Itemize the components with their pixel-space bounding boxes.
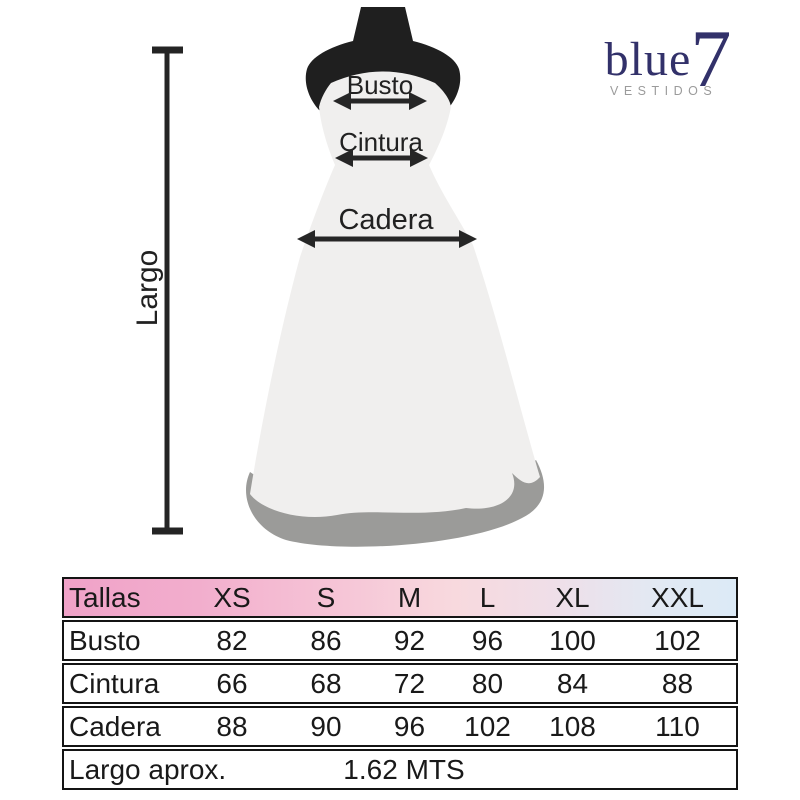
table-header-cell: XXL [651, 581, 704, 613]
table-row-waist: Cintura 66 68 72 80 84 88 [62, 663, 738, 704]
table-cell: 96 [393, 710, 426, 742]
waist-label: Cintura [339, 127, 423, 157]
table-header-cell: XS [213, 581, 251, 613]
dress-shape [250, 71, 540, 518]
table-cell: 100 [549, 624, 596, 656]
hip-label: Cadera [338, 204, 434, 236]
table-cell: 86 [310, 624, 342, 656]
table-footer-value: 1.62 MTS [343, 753, 465, 785]
table-cell: 90 [310, 710, 342, 742]
table-cell: 108 [549, 710, 596, 742]
table-cell: 110 [655, 710, 700, 742]
length-label: Largo [131, 250, 164, 327]
brand-logo: blue 7 VESTIDOS [596, 18, 740, 100]
table-cell: 102 [464, 710, 511, 742]
table-header-cell: XL [555, 581, 590, 613]
table-row-length: Largo aprox. 1.62 MTS [62, 749, 738, 790]
bust-arrow [333, 92, 427, 110]
table-cell: 82 [216, 624, 248, 656]
table-cell: 80 [471, 667, 504, 699]
length-measure-line [152, 46, 183, 535]
dress-measurement-diagram: Largo Busto Cintura Cadera [131, 7, 545, 547]
logo-seven-digit: 7 [690, 13, 732, 104]
table-cell: 102 [654, 624, 701, 656]
table-cell: 88 [661, 667, 694, 699]
table-cell: 72 [393, 667, 426, 699]
size-table-header-row: Tallas XS S M L XL XXL [62, 577, 738, 618]
size-table: Tallas XS S M L XL XXL Busto 82 86 92 96… [62, 577, 738, 792]
table-header-cell: M [397, 581, 422, 613]
table-cell: 68 [310, 667, 342, 699]
table-cell: 96 [471, 624, 504, 656]
table-cell: 92 [393, 624, 426, 656]
table-row-label: Cintura [69, 667, 160, 699]
table-cell: 66 [216, 667, 248, 699]
logo-subtitle: VESTIDOS [610, 84, 718, 98]
table-footer-label: Largo aprox. [69, 753, 227, 785]
table-row-bust: Busto 82 86 92 96 100 102 [62, 620, 738, 661]
table-header-cell: Tallas [69, 581, 141, 613]
table-row-label: Cadera [69, 710, 161, 742]
logo-wordmark: blue [604, 33, 692, 86]
table-row-label: Busto [69, 624, 141, 656]
table-header-cell: L [479, 581, 496, 613]
table-header-cell: S [316, 581, 336, 613]
waist-arrow [335, 149, 428, 167]
table-cell: 84 [556, 667, 589, 699]
table-row-hip: Cadera 88 90 96 102 108 110 [62, 706, 738, 747]
table-cell: 88 [216, 710, 248, 742]
hip-arrow [297, 230, 477, 248]
bust-label: Busto [347, 70, 414, 100]
